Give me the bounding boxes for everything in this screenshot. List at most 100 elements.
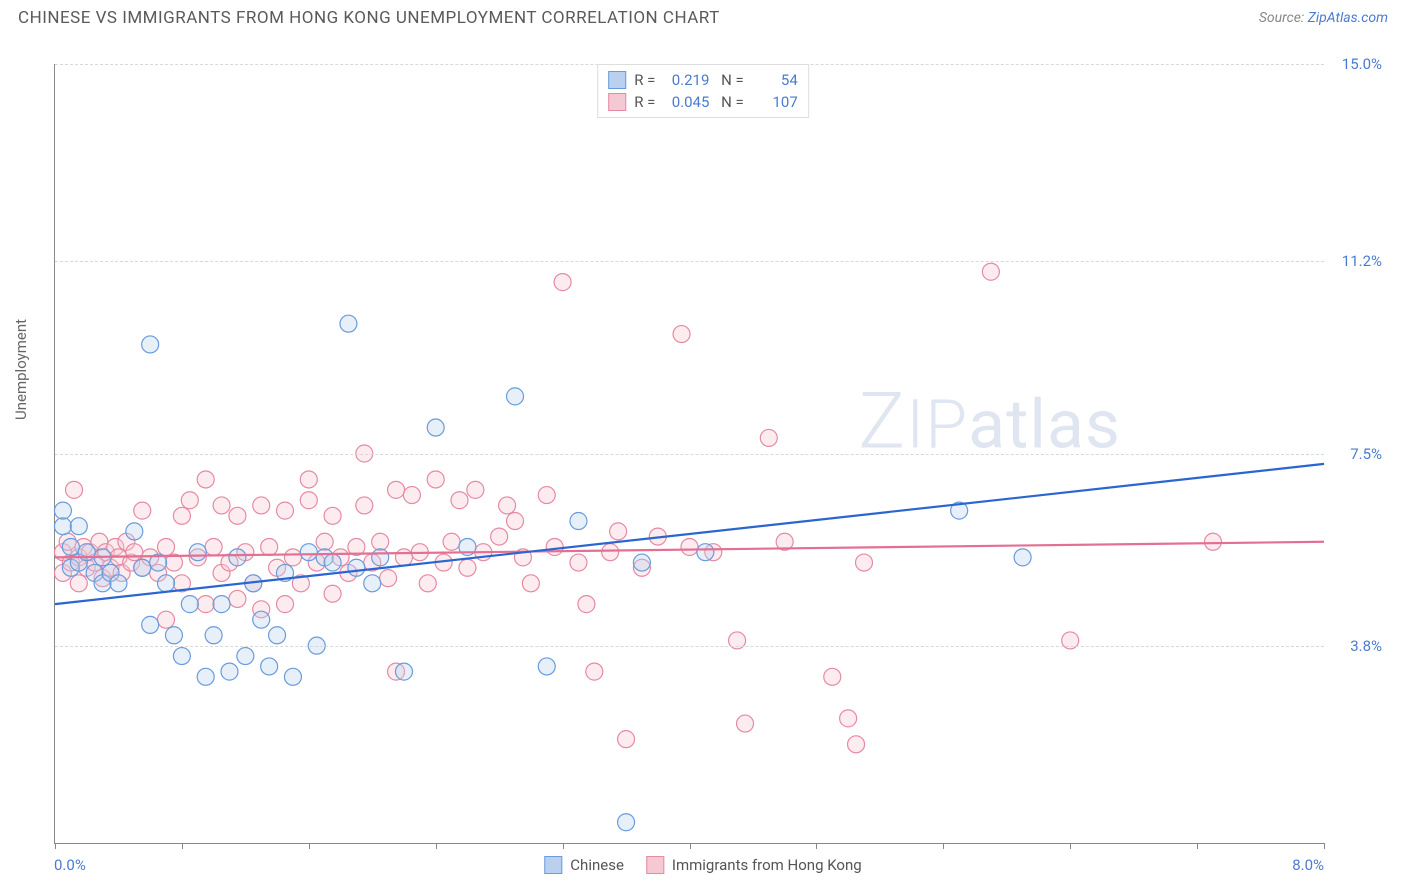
data-point xyxy=(284,668,301,685)
y-tick-label: 15.0% xyxy=(1342,55,1382,73)
data-point xyxy=(554,274,571,291)
data-point xyxy=(403,487,420,504)
x-tick xyxy=(436,843,437,849)
data-point xyxy=(165,627,182,644)
legend-row-series-1: R = 0.045 N = 107 xyxy=(608,91,798,113)
data-point xyxy=(570,513,587,530)
data-point xyxy=(62,538,79,555)
data-point xyxy=(277,502,294,519)
data-point xyxy=(697,544,714,561)
data-point xyxy=(70,518,87,535)
y-axis-label: Unemployment xyxy=(12,319,30,420)
data-point xyxy=(372,533,389,550)
data-point xyxy=(395,549,412,566)
data-point xyxy=(221,663,238,680)
correlation-legend: R = 0.219 N = 54 R = 0.045 N = 107 xyxy=(597,64,809,118)
data-point xyxy=(158,575,175,592)
data-point xyxy=(237,648,254,665)
data-point xyxy=(538,487,555,504)
data-point xyxy=(142,616,159,633)
data-point xyxy=(507,388,524,405)
data-point xyxy=(197,668,214,685)
y-tick-label: 7.5% xyxy=(1350,445,1382,463)
legend-swatch-series-1 xyxy=(608,93,626,111)
gridline xyxy=(55,646,1324,647)
data-point xyxy=(633,554,650,571)
data-point xyxy=(126,523,143,540)
data-point xyxy=(70,575,87,592)
data-point xyxy=(855,554,872,571)
data-point xyxy=(760,429,777,446)
source-prefix: Source: xyxy=(1259,10,1308,26)
data-point xyxy=(522,575,539,592)
x-tick xyxy=(563,843,564,849)
x-tick xyxy=(182,843,183,849)
data-point xyxy=(142,336,159,353)
n-label: N = xyxy=(717,71,743,89)
data-point xyxy=(840,710,857,727)
data-point xyxy=(284,549,301,566)
data-point xyxy=(681,538,698,555)
data-point xyxy=(356,497,373,514)
x-tick xyxy=(55,843,56,849)
r-value-series-0: 0.219 xyxy=(663,71,709,89)
data-point xyxy=(1204,533,1221,550)
y-tick-label: 11.2% xyxy=(1342,252,1382,270)
data-point xyxy=(173,507,190,524)
data-point xyxy=(134,502,151,519)
data-point xyxy=(324,554,341,571)
data-point xyxy=(205,627,222,644)
chart-title: CHINESE VS IMMIGRANTS FROM HONG KONG UNE… xyxy=(18,8,720,28)
data-point xyxy=(546,538,563,555)
data-point xyxy=(388,481,405,498)
data-point xyxy=(538,658,555,675)
chart-header: CHINESE VS IMMIGRANTS FROM HONG KONG UNE… xyxy=(0,0,1406,34)
legend-swatch-bottom-1 xyxy=(646,856,664,874)
legend-label-series-0: Chinese xyxy=(570,856,624,874)
legend-label-series-1: Immigrants from Hong Kong xyxy=(672,856,862,874)
data-point xyxy=(261,538,278,555)
data-point xyxy=(673,326,690,343)
y-tick-label: 3.8% xyxy=(1350,637,1382,655)
data-point xyxy=(54,502,71,519)
r-label: R = xyxy=(634,93,655,111)
data-point xyxy=(189,544,206,561)
data-point xyxy=(1014,549,1031,566)
data-point xyxy=(229,590,246,607)
x-axis-min-label: 0.0% xyxy=(54,856,86,874)
legend-row-series-0: R = 0.219 N = 54 xyxy=(608,69,798,91)
r-value-series-1: 0.045 xyxy=(663,93,709,111)
data-point xyxy=(340,315,357,332)
r-label: R = xyxy=(634,71,655,89)
data-point xyxy=(570,554,587,571)
data-point xyxy=(618,814,635,831)
data-point xyxy=(277,596,294,613)
data-point xyxy=(848,736,865,753)
x-axis-max-label: 8.0% xyxy=(1292,856,1324,874)
data-point xyxy=(269,627,286,644)
data-point xyxy=(602,544,619,561)
data-point xyxy=(610,523,627,540)
data-point xyxy=(261,658,278,675)
data-point xyxy=(197,471,214,488)
data-point xyxy=(205,538,222,555)
data-point xyxy=(197,596,214,613)
data-point xyxy=(395,663,412,680)
series-legend: Chinese Immigrants from Hong Kong xyxy=(544,856,861,874)
x-tick xyxy=(816,843,817,849)
data-point xyxy=(54,518,71,535)
data-point xyxy=(372,549,389,566)
source-attribution: Source: ZipAtlas.com xyxy=(1259,10,1388,26)
x-tick xyxy=(1070,843,1071,849)
data-point xyxy=(324,507,341,524)
data-point xyxy=(586,663,603,680)
legend-item-series-1: Immigrants from Hong Kong xyxy=(646,856,862,874)
x-tick xyxy=(1197,843,1198,849)
data-point xyxy=(316,533,333,550)
data-point xyxy=(824,668,841,685)
source-link[interactable]: ZipAtlas.com xyxy=(1308,10,1388,26)
legend-swatch-bottom-0 xyxy=(544,856,562,874)
x-tick xyxy=(309,843,310,849)
gridline xyxy=(55,261,1324,262)
data-point xyxy=(459,559,476,576)
